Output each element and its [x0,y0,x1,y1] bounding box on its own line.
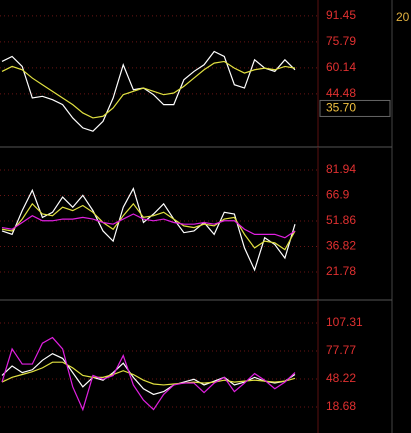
series-line [1,336,296,412]
y-tick-label: 77.77 [326,343,356,357]
y-tick-label: 36.82 [326,239,356,253]
y-tick-label: 44.48 [326,86,356,100]
marker-label: 35.70 [326,101,356,115]
y-tick-label: 21.78 [326,264,356,278]
side-label: 20 [396,10,410,24]
series-line [1,60,296,119]
y-tick-label: 18.68 [326,399,356,413]
series-line [1,50,296,132]
y-tick-label: 91.45 [326,8,356,22]
series-line [1,202,296,251]
series-line [1,213,296,239]
y-tick-label: 66.9 [326,188,350,202]
y-tick-label: 60.14 [326,60,356,74]
y-tick-label: 107.31 [326,315,363,329]
y-tick-label: 51.86 [326,213,356,227]
marker-box [319,99,391,117]
series-line [1,186,296,272]
y-tick-label: 81.94 [326,162,356,176]
y-tick-label: 48.22 [326,371,356,385]
y-tick-label: 75.79 [326,34,356,48]
